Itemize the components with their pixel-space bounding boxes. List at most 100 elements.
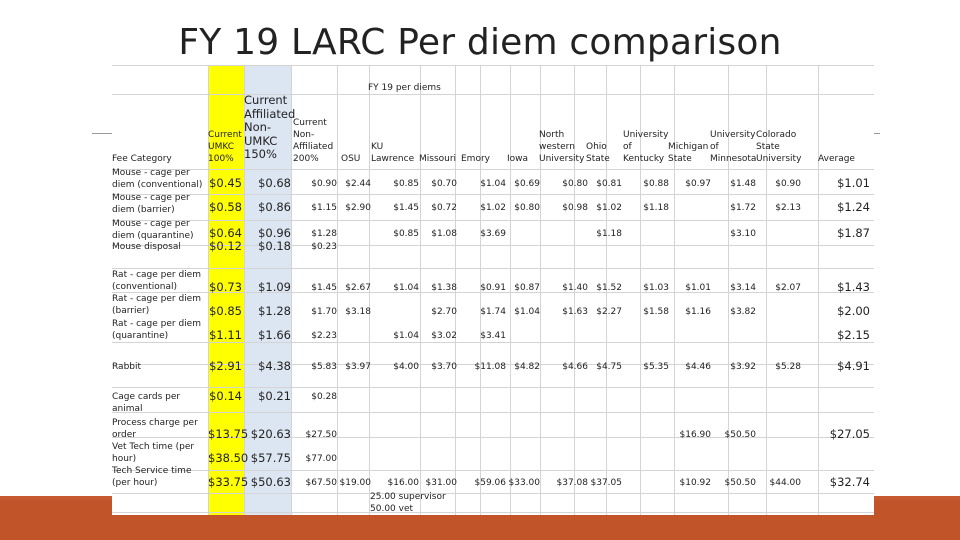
cell-minnesota: $1.48 [730,179,756,189]
cell-ku: $1.04 [393,331,419,341]
cell-umkc: $0.73 [209,280,242,294]
cell-nwstate: $0.80 [562,179,588,189]
grid-hline [112,94,874,95]
cell-emory: $11.08 [474,362,507,372]
grid-hline [112,342,874,343]
cell-aff: $67.50 [305,478,338,488]
cell-missouri: $31.00 [425,478,458,488]
cell-kentucky: $1.18 [643,203,669,213]
table-caption: FY 19 per diems [368,83,441,93]
grid-hline [112,412,874,413]
row-category: Mouse disposal [112,242,181,252]
cell-umkc: $0.58 [209,200,242,214]
header-colorado-state: Colorado State University [756,130,802,164]
grid-hline [112,387,874,388]
grid-hline [112,268,874,269]
cell-umkc: $0.64 [209,226,242,240]
grid-hline [112,364,874,365]
header-iowa: Iowa [507,154,529,164]
cell-minnesota: $3.10 [730,229,756,239]
cell-nonaff: $20.63 [250,427,291,441]
cell-average: $2.00 [837,304,870,318]
cell-iowa: $0.80 [514,203,540,213]
cell-emory: $3.69 [480,229,506,239]
cell-average: $2.15 [837,328,870,342]
cell-ku: $1.45 [393,203,419,213]
cell-umkc: $0.45 [209,176,242,190]
cell-nonaff: $0.68 [258,176,291,190]
cell-iowa: $0.87 [514,283,540,293]
cell-emory: $3.41 [480,331,506,341]
cell-missouri: $3.02 [431,331,457,341]
cell-nwstate: $1.63 [562,307,588,317]
cell-ohio: $37.05 [590,478,623,488]
grid-vline [728,65,729,515]
grid-hline [112,169,874,170]
divider-right [874,133,880,134]
grid-vline [574,65,575,515]
cell-iowa: $0.69 [514,179,540,189]
cell-colorado: $44.00 [769,478,802,488]
cell-nonaff: $50.63 [250,475,291,489]
spreadsheet-table: FY 19 per diems Fee Category Current UMKC … [112,65,874,515]
cell-iowa: $1.04 [514,307,540,317]
cell-nonaff: $1.09 [258,280,291,294]
cell-umkc: $0.12 [209,239,242,253]
grid-hline [112,194,874,195]
grid-vline [510,65,511,515]
header-ku: KU Lawrence [371,142,415,164]
cell-ohio: $2.27 [596,307,622,317]
grid-vline [337,65,338,515]
grid-vline [674,65,675,515]
grid-vline [606,65,607,515]
header-ohio-state: Ohio State [586,142,610,164]
row-category: Process charge per order [112,418,198,440]
cell-aff: $77.00 [305,454,338,464]
header-umkc: Current UMKC 100% [208,130,242,164]
cell-ohio: $1.18 [596,229,622,239]
cell-aff: $27.50 [305,430,338,440]
cell-average: $1.43 [837,280,870,294]
cell-umkc: $38.50 [208,451,249,465]
cell-osu: $3.97 [345,362,371,372]
cell-kentucky: $1.03 [643,283,669,293]
cell-umkc: $1.11 [209,328,242,342]
row-category: Mouse - cage per diem (conventional) [112,168,203,190]
cell-aff: $1.28 [311,229,337,239]
row-category: Mouse - cage per diem (quarantine) [112,219,194,241]
cell-ku: $0.85 [393,229,419,239]
cell-nwstate: $4.66 [562,362,588,372]
header-emory: Emory [461,154,490,164]
grid-hline [112,245,874,246]
cell-nonaff: $1.28 [258,304,291,318]
cell-ohio: $1.52 [596,283,622,293]
row-category: Cage cards per animal [112,392,181,414]
cell-ohio: $4.75 [596,362,622,372]
grid-vline [208,65,209,515]
divider-left [92,133,112,134]
cell-michigan: $4.46 [685,362,711,372]
cell-missouri: $1.08 [431,229,457,239]
ku-note-vet: 50.00 vet [370,504,414,514]
row-category: Rat - cage per diem (barrier) [112,294,201,316]
grid-vline [455,65,456,515]
header-affiliated: Current Non-Affiliated 200% [293,118,334,164]
row-category: Tech Service time (per hour) [112,466,192,488]
cell-ku: $0.85 [393,179,419,189]
cell-missouri: $0.72 [431,203,457,213]
cell-average: $27.05 [829,427,870,441]
cell-ku: $16.00 [387,478,420,488]
cell-minnesota: $1.72 [730,203,756,213]
header-michigan-state: Michigan State [668,142,709,164]
cell-nonaff: $0.21 [258,389,291,403]
cell-minnesota: $3.14 [730,283,756,293]
cell-colorado: $2.13 [775,203,801,213]
header-northwestern: North western University [539,130,585,164]
row-category: Rabbit [112,362,142,372]
grid-hline [112,65,874,66]
header-average: Average [818,154,855,164]
cell-michigan: $1.16 [685,307,711,317]
cell-aff: $1.45 [311,283,337,293]
cell-missouri: $0.70 [431,179,457,189]
cell-iowa: $33.00 [508,478,541,488]
